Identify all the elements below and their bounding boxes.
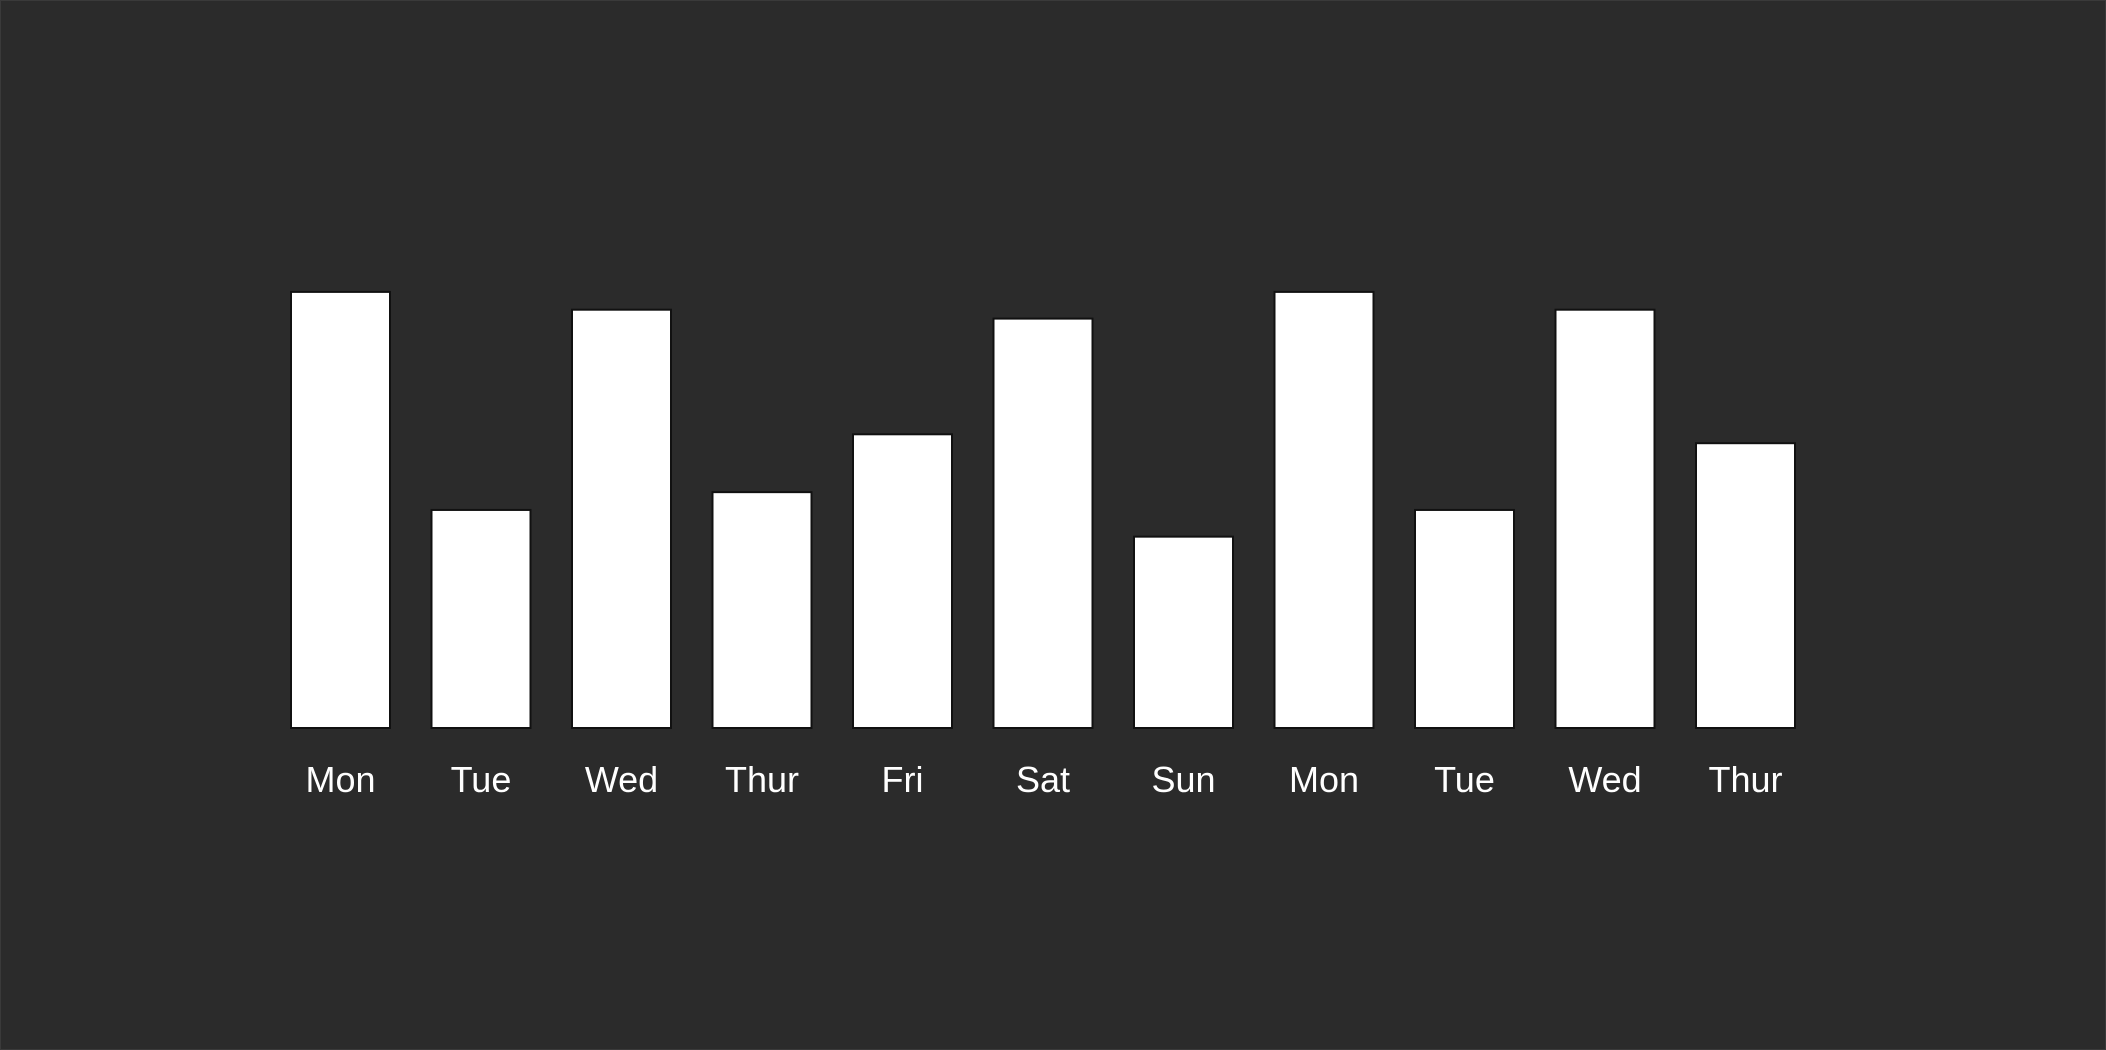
x-tick-label-9: Tue (1434, 759, 1495, 800)
bar-7 (1133, 535, 1234, 730)
bar-11 (1695, 442, 1796, 729)
bar-9 (1414, 508, 1515, 730)
x-tick-label-11: Thur (1708, 759, 1782, 800)
x-tick-label-2: Tue (451, 759, 512, 800)
bar-3 (571, 308, 672, 729)
x-tick-label-7: Sun (1151, 759, 1215, 800)
tick-labels-layer: Mon Tue Wed Thur Fri Sat Sun Mon Tue Wed Thur (305, 759, 1782, 800)
bar-1 (290, 290, 391, 729)
x-tick-label-10: Wed (1568, 759, 1641, 800)
bar-8 (1273, 290, 1375, 729)
x-tick-label-6: Sat (1016, 759, 1070, 800)
x-tick-label-3: Wed (585, 759, 658, 800)
bar-2 (430, 508, 532, 730)
x-tick-label-4: Thur (725, 759, 799, 800)
x-tick-label-8: Mon (1289, 759, 1359, 800)
bar-6 (992, 317, 1094, 729)
bar-10 (1554, 308, 1656, 729)
bar-5 (852, 433, 953, 729)
bar-4 (711, 491, 813, 729)
bars-layer (290, 290, 1796, 730)
x-tick-label-5: Fri (882, 759, 924, 800)
x-tick-label-1: Mon (305, 759, 375, 800)
